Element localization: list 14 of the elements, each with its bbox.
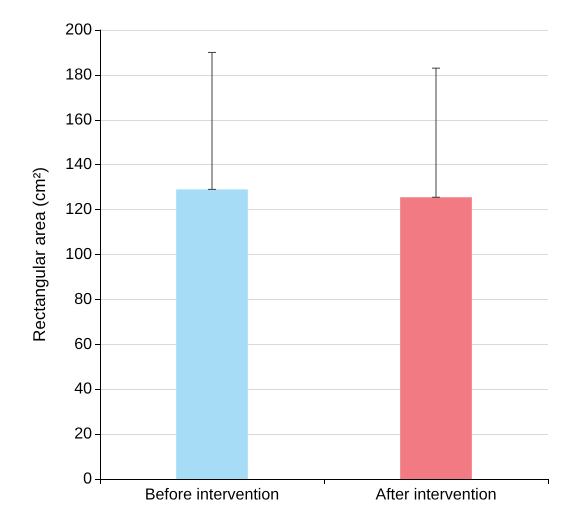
- y-tick-label: 160: [65, 111, 92, 128]
- y-tick-label: 60: [74, 336, 92, 353]
- y-tick-label: 80: [74, 290, 92, 308]
- y-tick-label: 0: [83, 470, 92, 488]
- y-tick-label: 120: [65, 201, 92, 218]
- y-tick-label: 40: [74, 380, 92, 398]
- y-tick-label: 200: [65, 22, 92, 38]
- y-tick-label: 180: [65, 66, 92, 84]
- y-tick-label: 140: [65, 156, 92, 174]
- y-tick-label: 20: [74, 426, 92, 443]
- y-axis-title: Rectangular area (cm²): [30, 167, 49, 342]
- x-tick-label: After intervention: [376, 486, 496, 504]
- y-tick-label: 100: [65, 246, 92, 263]
- x-tick-label: Before intervention: [144, 486, 280, 504]
